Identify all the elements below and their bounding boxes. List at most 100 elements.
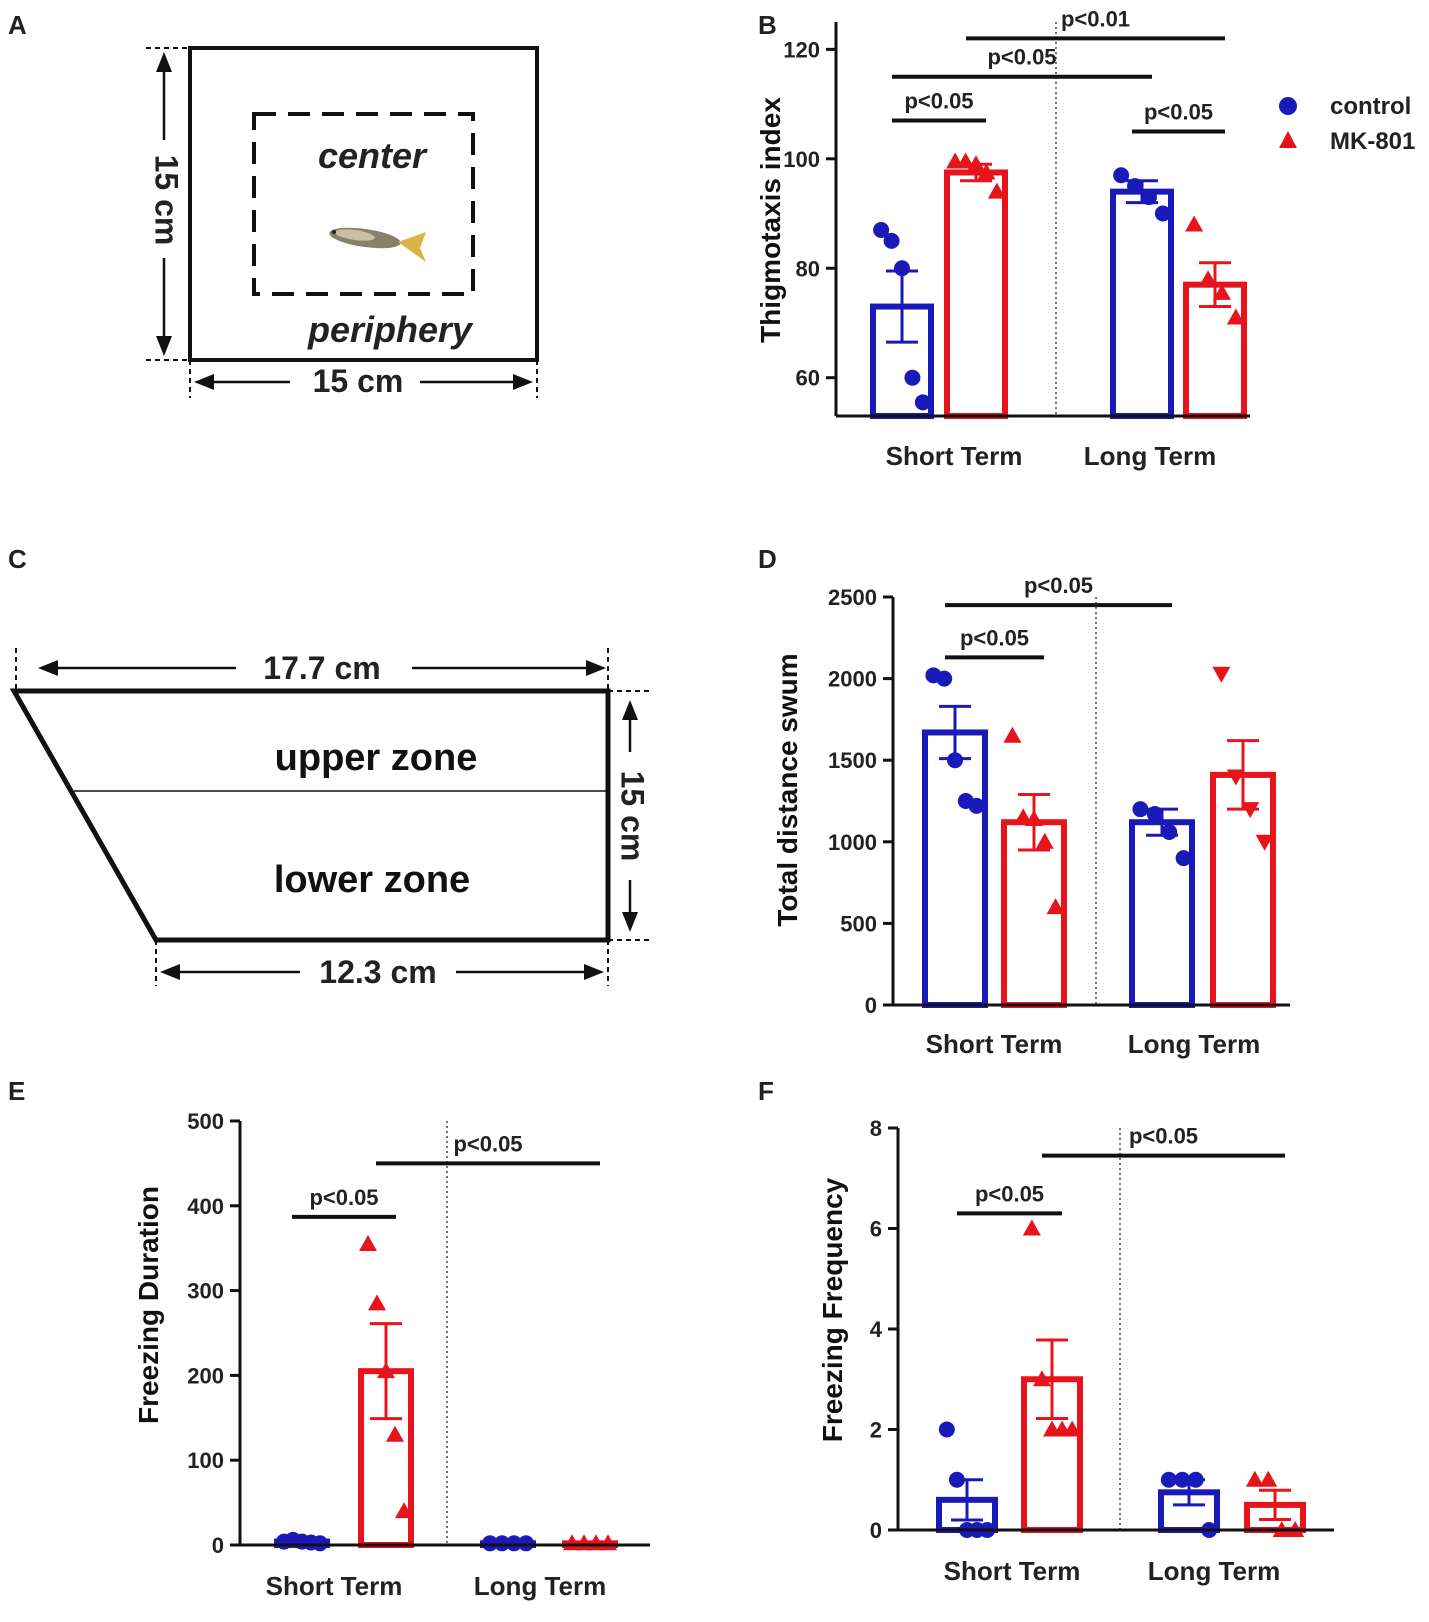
data-point [1245,1470,1264,1487]
category-label: Short Term [944,1556,1081,1586]
data-point [1187,1471,1204,1488]
data-point [1127,178,1144,195]
y-tick-label: 1000 [828,830,877,855]
data-point [1185,215,1204,232]
data-point [368,1294,386,1311]
data-point [1046,898,1065,915]
y-axis-label: Freezing Duration [133,1186,164,1424]
y-tick-label: 500 [187,1109,224,1134]
data-point [1199,270,1218,287]
data-point [1146,806,1163,823]
data-point [506,1535,522,1552]
data-point [914,394,931,411]
fish-icon [329,227,426,262]
category-label: Long Term [1148,1556,1280,1586]
data-point [1226,308,1245,325]
panel-letter-f: F [758,1076,774,1106]
data-point [312,1535,328,1552]
data-point [873,221,890,238]
chart-freezing-frequency: 0 2 4 6 8 Freezing Frequency Short Term Long Te… [817,1116,1334,1586]
data-point [386,1425,404,1442]
panel-letter-e: E [8,1076,25,1106]
tank-trapezoid [9,688,611,943]
data-point [967,155,985,172]
y-tick-label: 300 [187,1279,224,1304]
panel-letter-d: D [758,544,777,574]
data-point [482,1535,498,1552]
legend-mk801-label: MK-801 [1330,128,1415,155]
data-point [1174,1471,1191,1488]
y-axis-label: Thigmotaxis index [755,97,786,343]
y-axis-label: Freezing Frequency [817,1177,848,1442]
category-label: Long Term [1084,441,1216,471]
bar [1129,819,1195,1008]
category-label: Short Term [886,441,1023,471]
y-tick-label: 0 [865,993,877,1018]
legend-control-marker [1279,97,1297,115]
chart-thigmotaxis: 60 80 100 120 Thigmotaxis index Short Term Lon… [755,6,1250,471]
bar [922,729,988,1008]
data-point [1132,801,1149,818]
data-point [1154,205,1171,222]
center-label: center [318,135,428,176]
category-label: Long Term [1128,1029,1260,1059]
data-point [395,1502,413,1519]
y-tick-label: 2000 [828,667,877,692]
data-point [1113,167,1130,184]
data-point [1025,809,1043,826]
chart-total-distance: 0 500 1000 1500 2000 2500 Total distance swum S… [772,573,1290,1059]
y-tick-label: 80 [796,256,820,281]
y-tick-label: 100 [187,1448,224,1473]
legend-mk801-marker [1279,131,1297,148]
bottom-width-label: 12.3 cm [319,954,436,990]
data-point [494,1535,510,1552]
data-point [1212,666,1231,683]
data-point [987,182,1006,199]
data-point [377,1362,395,1379]
data-point [1241,802,1260,819]
data-point [883,232,900,249]
upper-zone-label: upper zone [275,737,478,779]
y-tick-label: 1500 [828,748,877,773]
data-point [1259,1470,1278,1487]
data-point [936,670,953,687]
significance-label: p<0.05 [453,1131,522,1156]
data-point [518,1535,534,1552]
data-point [977,163,996,180]
significance-label: p<0.05 [1024,573,1093,598]
data-point [938,1421,955,1438]
data-point [1255,834,1274,851]
category-label: Long Term [474,1571,606,1601]
category-label: Short Term [926,1029,1063,1059]
significance-label: p<0.05 [960,625,1029,650]
center-zone-outline [252,112,475,296]
category-label: Short Term [266,1571,403,1601]
panel-letter-a: A [8,10,27,40]
data-point [968,797,985,814]
significance-label: p<0.05 [309,1185,378,1210]
y-tick-label: 200 [187,1363,224,1388]
y-tick-label: 2500 [828,585,877,610]
data-point [1063,1420,1082,1437]
legend-control-label: control [1330,93,1411,120]
data-point [1175,850,1192,867]
data-point [947,752,963,769]
data-point [1014,808,1033,825]
y-tick-label: 8 [870,1116,882,1141]
y-tick-label: 400 [187,1194,224,1219]
data-point [948,1471,965,1488]
data-point [956,152,975,169]
data-point [1032,1370,1051,1387]
height-label: 15 cm [615,771,651,862]
y-tick-label: 100 [783,147,820,172]
y-tick-label: 60 [796,366,820,391]
top-width-label: 17.7 cm [263,650,380,686]
bar [944,169,1008,419]
data-point [1003,726,1022,743]
data-point [1140,189,1157,206]
significance-label: p<0.05 [975,1181,1044,1206]
data-point [1022,1219,1041,1236]
data-point [1160,1471,1177,1488]
tank-outline [188,46,539,362]
periphery-label: periphery [307,309,474,350]
